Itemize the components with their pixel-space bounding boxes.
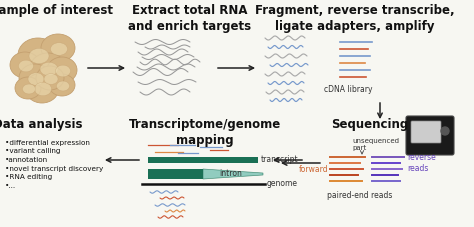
- Bar: [148, 169, 203, 179]
- Ellipse shape: [15, 77, 41, 99]
- FancyBboxPatch shape: [411, 121, 441, 143]
- Text: genome: genome: [267, 180, 298, 188]
- Ellipse shape: [18, 60, 34, 72]
- Text: exon: exon: [152, 170, 173, 178]
- Text: •novel transcript discovery: •novel transcript discovery: [5, 165, 103, 172]
- Ellipse shape: [28, 73, 44, 85]
- Ellipse shape: [30, 53, 66, 83]
- Text: •variant calling: •variant calling: [5, 148, 61, 155]
- Text: paired-end reads: paired-end reads: [328, 191, 392, 200]
- Ellipse shape: [56, 81, 70, 91]
- Text: Extract total RNA
and enrich targets: Extract total RNA and enrich targets: [128, 4, 252, 33]
- Ellipse shape: [40, 62, 58, 76]
- Ellipse shape: [44, 74, 58, 84]
- Text: Transcriptome/genome
mapping: Transcriptome/genome mapping: [129, 118, 281, 147]
- Ellipse shape: [51, 43, 67, 55]
- Ellipse shape: [25, 73, 59, 103]
- Text: Sequencing: Sequencing: [331, 118, 409, 131]
- Text: Fragment, reverse transcribe,
ligate adapters, amplify: Fragment, reverse transcribe, ligate ada…: [255, 4, 455, 33]
- Ellipse shape: [49, 74, 75, 96]
- Circle shape: [441, 127, 449, 135]
- Ellipse shape: [36, 66, 64, 90]
- Ellipse shape: [55, 65, 71, 77]
- FancyBboxPatch shape: [406, 116, 454, 155]
- Ellipse shape: [18, 38, 58, 72]
- Text: Data analysis: Data analysis: [0, 118, 83, 131]
- Text: •annotation: •annotation: [5, 157, 48, 163]
- Ellipse shape: [41, 34, 75, 62]
- Text: intron: intron: [219, 170, 242, 178]
- Ellipse shape: [22, 84, 36, 94]
- Text: forward: forward: [298, 165, 328, 173]
- Text: transcript: transcript: [261, 155, 299, 165]
- Text: cDNA library: cDNA library: [324, 85, 372, 94]
- Text: •differential expression: •differential expression: [5, 140, 90, 146]
- Ellipse shape: [29, 48, 49, 64]
- Ellipse shape: [10, 52, 40, 78]
- Text: reverse
reads: reverse reads: [407, 153, 436, 173]
- Text: •RNA editing: •RNA editing: [5, 174, 52, 180]
- Polygon shape: [203, 169, 263, 179]
- Ellipse shape: [35, 82, 52, 96]
- Text: Sample of interest: Sample of interest: [0, 4, 113, 17]
- Text: unsequenced
part: unsequenced part: [352, 138, 399, 151]
- Ellipse shape: [47, 57, 77, 83]
- Text: •...: •...: [5, 183, 16, 188]
- Ellipse shape: [19, 64, 51, 92]
- Bar: [148, 157, 258, 163]
